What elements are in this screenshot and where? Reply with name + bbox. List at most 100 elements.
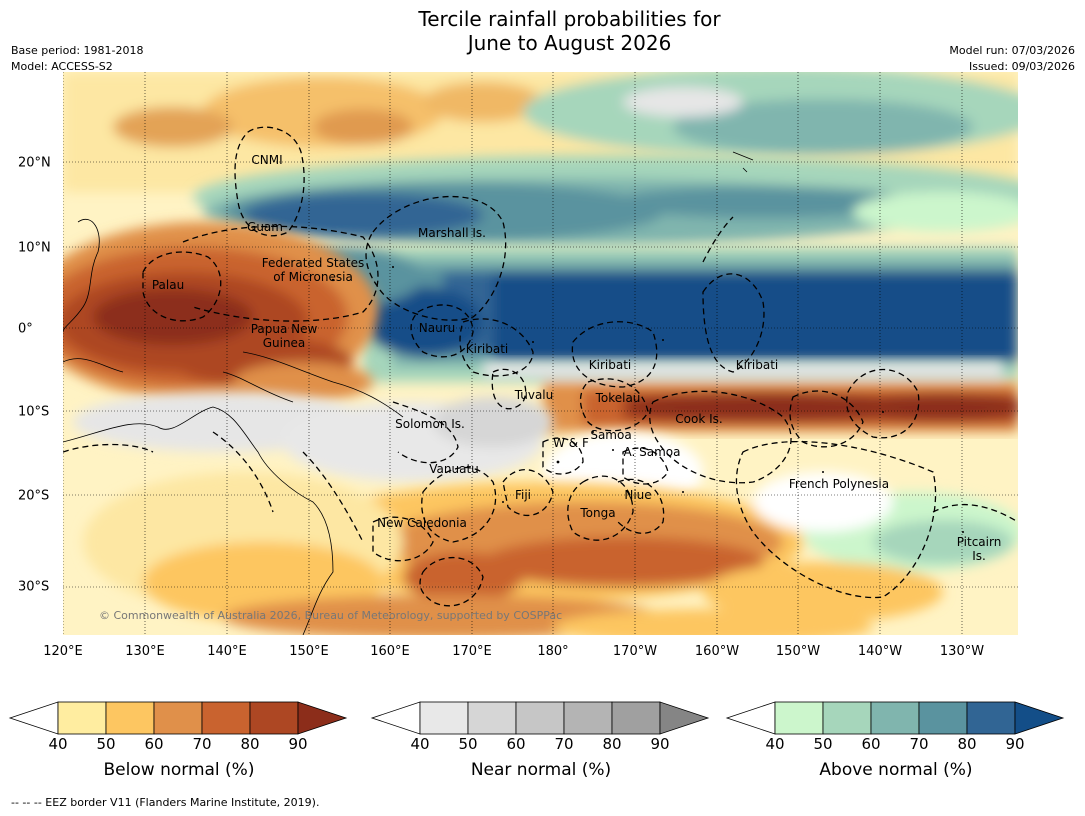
lon-label-170w: 170°W — [612, 644, 658, 659]
colorbar-segment — [563, 701, 613, 735]
label-tuvalu: Tuvalu — [514, 388, 554, 402]
label-american-samoa: A. Samoa — [623, 445, 681, 459]
colorbar-tick-label: 90 — [1005, 735, 1025, 753]
label-cook-is: Cook Is. — [675, 412, 723, 426]
label-fsm: Federated States of Micronesia — [261, 256, 365, 284]
graticule — [63, 72, 1018, 635]
lat-label-30s: 30°S — [18, 579, 50, 595]
lon-label-120e: 120°E — [43, 644, 83, 659]
label-french-polynesia: French Polynesia — [788, 477, 890, 491]
lon-label-180: 180° — [537, 644, 569, 659]
label-marshall-is: Marshall Is. — [418, 226, 486, 240]
colorbar-segment — [515, 701, 565, 735]
colorbar-low-extend — [725, 701, 776, 735]
lon-label-140e: 140°E — [207, 644, 247, 659]
colorbar-low-extend — [8, 701, 59, 735]
probability-map — [63, 72, 1018, 635]
lon-label-150e: 150°E — [289, 644, 329, 659]
colorbar-tick-label: 60 — [861, 735, 881, 753]
model-run-text: Model run: 07/03/2026 — [949, 44, 1075, 57]
colorbar-near-normal — [370, 701, 710, 735]
label-fiji: Fiji — [514, 488, 532, 502]
colorbar-tick-label: 90 — [288, 735, 308, 753]
lon-label-170e: 170°E — [452, 644, 492, 659]
label-cnmi: CNMI — [251, 153, 283, 167]
colorbar-tick-label: 70 — [909, 735, 929, 753]
colorbar-tick-label: 40 — [765, 735, 785, 753]
colorbar-segment — [918, 701, 968, 735]
colorbar-high-extend — [297, 701, 348, 735]
lat-label-20s: 20°S — [18, 488, 50, 504]
label-kiribati-west: Kiribati — [465, 342, 509, 356]
colorbar-segment — [57, 701, 107, 735]
colorbar-segment — [467, 701, 517, 735]
label-niue: Niue — [624, 488, 652, 502]
eez-borders — [63, 126, 1018, 607]
colorbar-tick-label: 70 — [192, 735, 212, 753]
probability-field — [63, 72, 1018, 635]
colorbar-tick-label: 50 — [96, 735, 116, 753]
colorbar-tick-label: 80 — [602, 735, 622, 753]
colorbar-segment — [249, 701, 299, 735]
colorbar-tick-label: 60 — [506, 735, 526, 753]
colorbar-high-extend — [1014, 701, 1065, 735]
colorbar-tick-label: 40 — [48, 735, 68, 753]
map-title: Tercile rainfall probabilities for June … — [0, 7, 1085, 55]
title-line-2: June to August 2026 — [467, 31, 672, 55]
eez-footnote: -- -- -- EEZ border V11 (Flanders Marine… — [11, 796, 320, 809]
colorbar-tick-label: 80 — [240, 735, 260, 753]
lat-label-20n: 20°N — [18, 155, 51, 171]
colorbar-tick-label: 40 — [410, 735, 430, 753]
colorbar-segment — [966, 701, 1016, 735]
label-guam: Guam — [247, 220, 283, 234]
label-vanuatu: Vanuatu — [429, 462, 479, 476]
colorbar-tick-label: 50 — [458, 735, 478, 753]
colorbar-below-label: Below normal (%) — [103, 760, 255, 780]
label-samoa: Samoa — [590, 428, 632, 442]
title-line-1: Tercile rainfall probabilities for — [418, 7, 721, 31]
lon-label-160e: 160°E — [370, 644, 410, 659]
colorbar-high-extend — [659, 701, 710, 735]
colorbar-segment — [870, 701, 920, 735]
lat-label-10s: 10°S — [18, 404, 50, 420]
lon-label-130w: 130°W — [939, 644, 985, 659]
colorbar-tick-label: 60 — [144, 735, 164, 753]
colorbar-segment — [822, 701, 872, 735]
label-new-caledonia: New Caledonia — [377, 516, 467, 530]
colorbar-segment — [419, 701, 469, 735]
model-text: Model: ACCESS-S2 — [11, 60, 113, 73]
copyright-notice: © Commonwealth of Australia 2026, Bureau… — [99, 609, 563, 622]
colorbar-segment — [153, 701, 203, 735]
coastline-outlines — [63, 151, 754, 635]
label-solomon-is: Solomon Is. — [395, 417, 465, 431]
base-period-text: Base period: 1981-2018 — [11, 44, 144, 57]
lat-label-0: 0° — [18, 321, 33, 337]
metadata-left: Base period: 1981-2018 Model: ACCESS-S2 — [11, 43, 143, 75]
colorbar-segment — [201, 701, 251, 735]
island-markers — [331, 266, 964, 533]
label-kiribati-east: Kiribati — [735, 358, 779, 372]
colorbar-segment — [105, 701, 155, 735]
colorbar-segment — [774, 701, 824, 735]
lon-label-150w: 150°W — [775, 644, 821, 659]
colorbar-near-label: Near normal (%) — [470, 760, 612, 780]
colorbar-tick-label: 80 — [957, 735, 977, 753]
lon-label-130e: 130°E — [125, 644, 165, 659]
label-wallis-futuna: W & F — [553, 436, 589, 450]
metadata-right: Model run: 07/03/2026 Issued: 09/03/2026 — [949, 43, 1075, 75]
label-pitcairn-is: Pitcairn Is. — [956, 535, 1002, 563]
label-tokelau: Tokelau — [595, 391, 641, 405]
label-palau: Palau — [151, 278, 185, 292]
label-nauru: Nauru — [418, 321, 456, 335]
label-kiribati-central: Kiribati — [588, 358, 632, 372]
colorbar-segment — [611, 701, 661, 735]
lon-label-140w: 140°W — [857, 644, 903, 659]
colorbar-tick-label: 50 — [813, 735, 833, 753]
colorbar-tick-label: 70 — [554, 735, 574, 753]
label-tonga: Tonga — [580, 506, 616, 520]
colorbar-below-normal — [8, 701, 348, 735]
lat-label-10n: 10°N — [18, 240, 51, 256]
lon-label-160w: 160°W — [694, 644, 740, 659]
colorbar-above-normal — [725, 701, 1065, 735]
colorbar-low-extend — [370, 701, 421, 735]
